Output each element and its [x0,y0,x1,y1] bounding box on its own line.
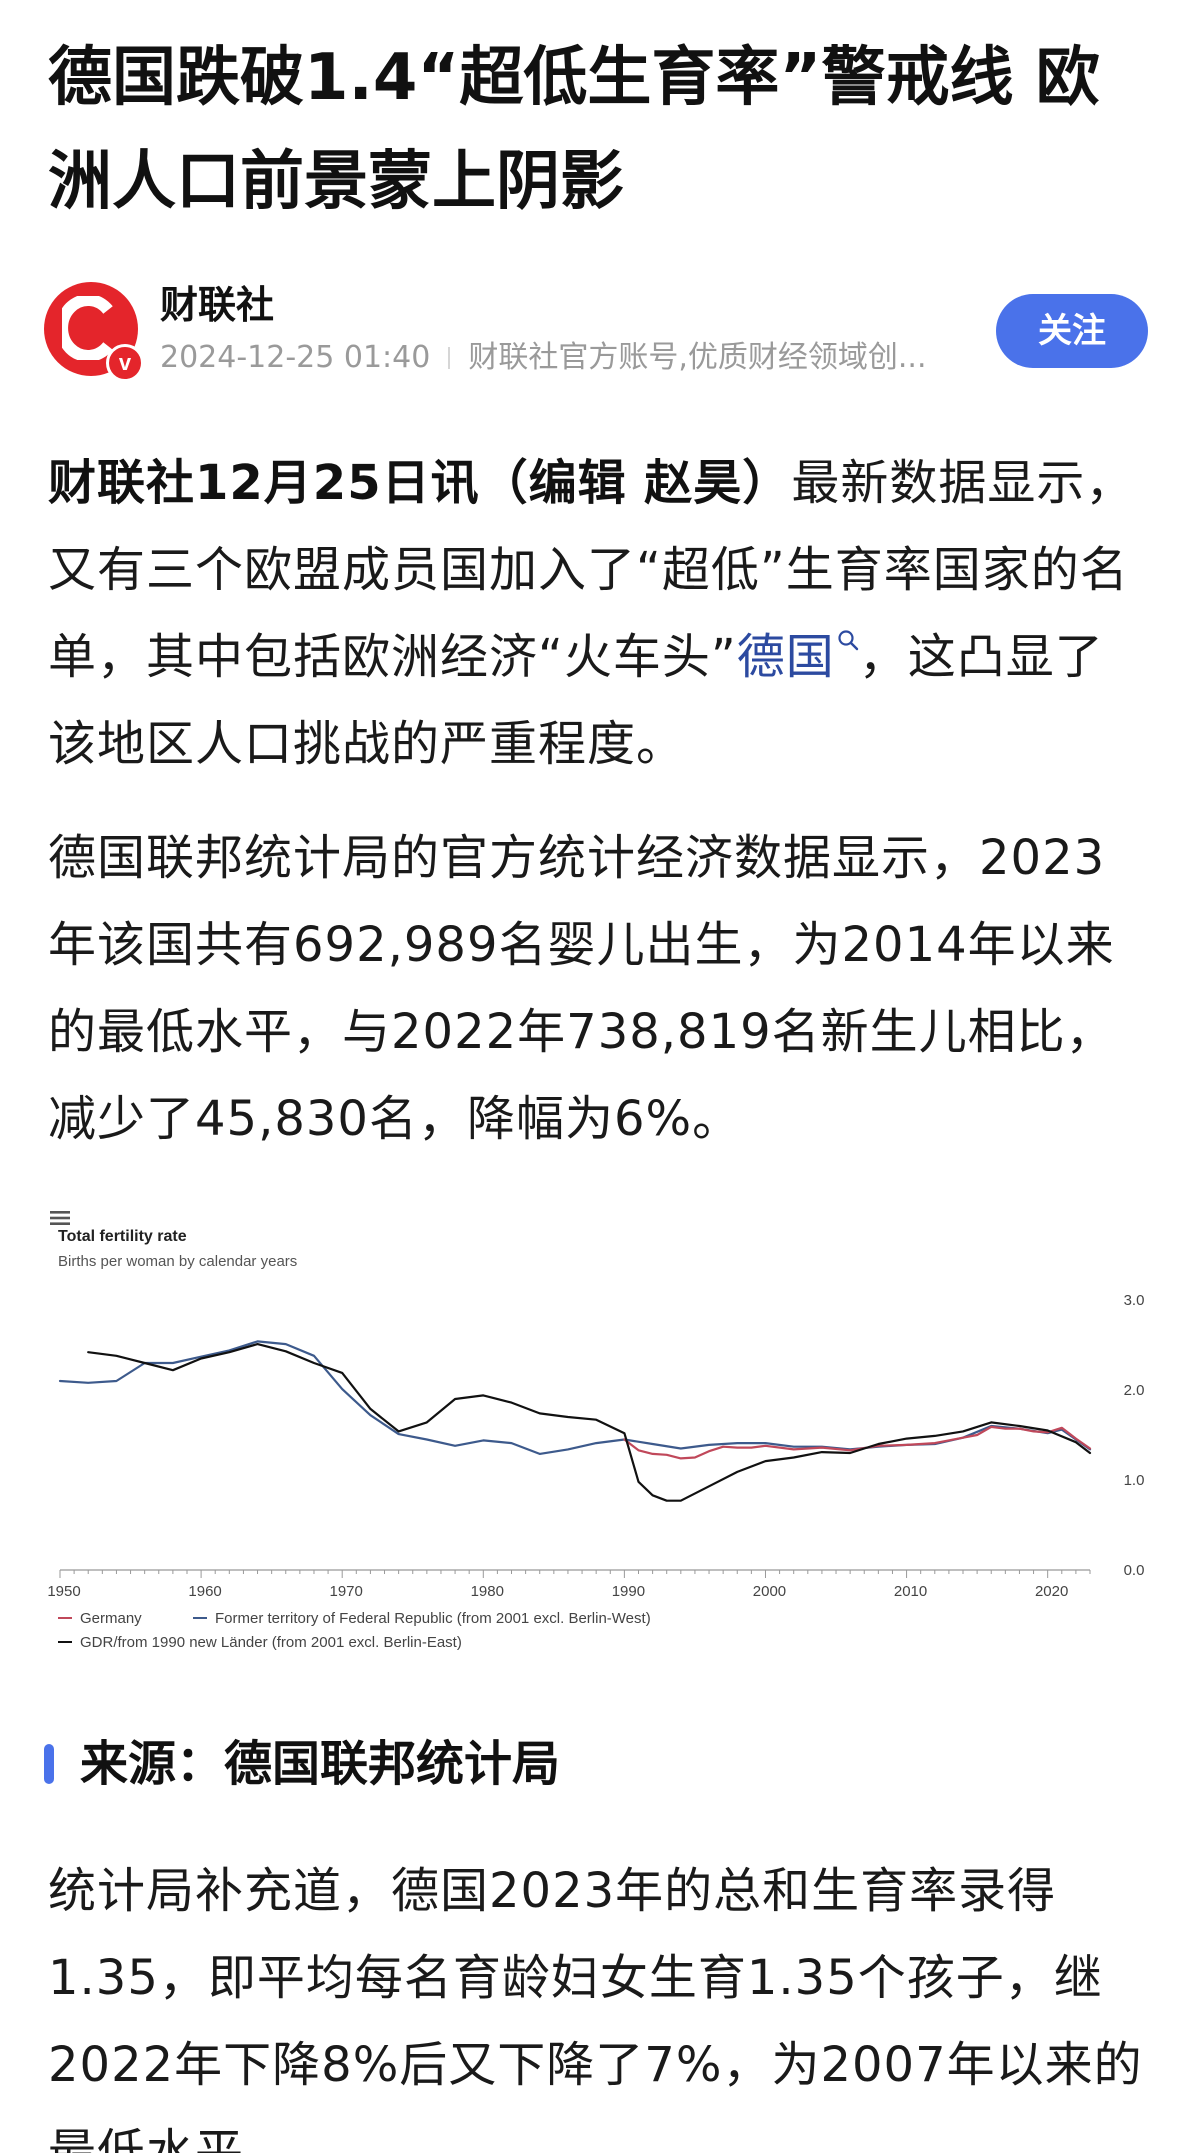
search-icon[interactable] [837,629,859,651]
y-tick-label: 3.0 [1124,1292,1145,1309]
x-tick-label: 1990 [612,1583,645,1600]
section-accent-bar [44,1744,54,1784]
germany-link[interactable]: 德国 [736,629,835,685]
section-heading-text: 来源：德国联邦统计局 [80,1736,561,1792]
legend-label-gdr: GDR/from 1990 new Länder (from 2001 excl… [80,1634,462,1651]
chart-menu-icon[interactable] [48,1208,72,1228]
legend-swatch-federal-republic [193,1617,207,1619]
legend-item-gdr[interactable]: GDR/from 1990 new Länder (from 2001 excl… [58,1634,462,1651]
series-line-federal-republic [58,1340,1092,1455]
y-tick-label: 0.0 [1124,1562,1145,1579]
article-headline: 德国跌破1.4“超低生育率”警戒线 欧洲人口前景蒙上阴影 [48,41,1100,219]
author-meta: 2024-12-25 01:40 财联社官方账号,优质财经领域创... [160,338,1040,378]
fertility-chart: Total fertility rate Births per woman by… [48,1208,1148,1668]
chart-legend: Germany Former territory of Federal Repu… [58,1610,1138,1658]
legend-swatch-germany [58,1617,72,1619]
meta-divider [448,347,451,369]
x-tick-label: 1950 [48,1583,81,1600]
chart-title: Total fertility rate [58,1228,187,1245]
x-tick-label: 2000 [753,1583,786,1600]
chart-plot: 1950 1960 1970 1980 1990 2000 2010 2020 0.0 1.0 2.… [48,1292,1145,1600]
paragraph-1: 财联社12月25日讯（编辑 赵昊）最新数据显示，又有三个欧盟成员国加入了“超低”… [48,440,1148,788]
paragraph-1-text-b: ，这凸显了该地区人口挑战的严重程度。 [48,629,1104,772]
chart-subtitle: Births per woman by calendar years [58,1253,298,1270]
legend-item-federal-republic[interactable]: Former territory of Federal Republic (fr… [193,1610,651,1627]
paragraph-3: 统计局补充道，德国2023年的总和生育率录得1.35，即平均每名育龄妇女生育1.… [48,1863,1143,2153]
x-tick-label: 2020 [1035,1583,1068,1600]
author-bio: 财联社官方账号,优质财经领域创... [468,340,927,375]
legend-label-germany: Germany [80,1610,142,1627]
x-tick-label: 1980 [471,1583,504,1600]
publish-date: 2024-12-25 01:40 [160,340,431,375]
dateline: 财联社12月25日讯（编辑 赵昊） [48,455,792,511]
legend-item-germany[interactable]: Germany [58,1610,142,1627]
follow-button[interactable]: 关注 [996,294,1148,368]
legend-swatch-gdr [58,1641,72,1643]
y-tick-label: 2.0 [1124,1382,1145,1399]
x-tick-label: 1960 [188,1583,221,1600]
author-name[interactable]: 财联社 [160,283,275,327]
x-tick-label: 1970 [330,1583,363,1600]
paragraph-1-text-a: 最新数据显示，又有三个欧盟成员国加入了“超低”生育率国家的名单，其中包括欧洲经济… [48,455,1135,685]
author-bar: v 财联社 2024-12-25 01:40 财联社官方账号,优质财经领域创...… [44,278,1154,382]
legend-label-federal-republic: Former territory of Federal Republic (fr… [215,1610,651,1627]
x-tick-label: 2010 [894,1583,927,1600]
y-tick-label: 1.0 [1124,1472,1145,1489]
paragraph-2: 德国联邦统计局的官方统计经济数据显示，2023年该国共有692,989名婴儿出生… [48,830,1115,1147]
verified-badge: v [106,344,144,382]
series-line-gdr [87,1343,1092,1502]
series-line-germany [623,1425,1092,1460]
brand-logo-icon [62,296,113,360]
avatar[interactable]: v [44,282,144,382]
